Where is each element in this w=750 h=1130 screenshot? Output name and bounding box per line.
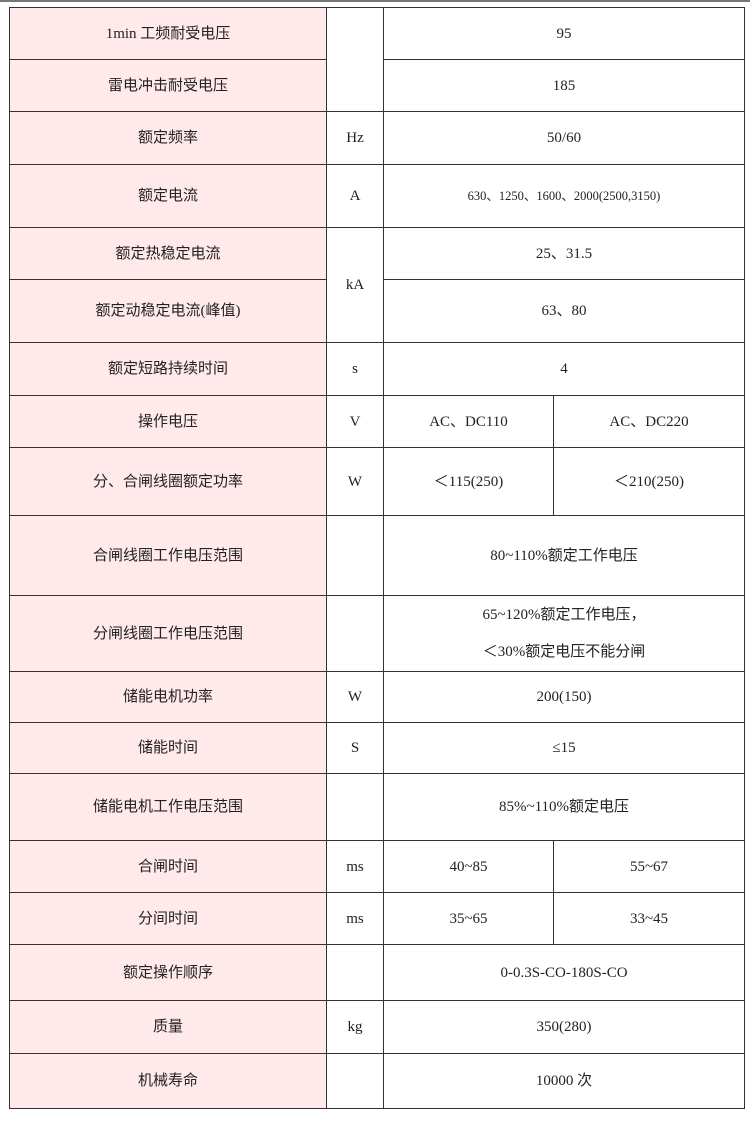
row-label: 额定操作顺序 [9, 944, 327, 1001]
row-label: 额定电流 [9, 164, 327, 228]
table-row: 额定短路持续时间 s 4 [9, 342, 745, 396]
row-label: 额定短路持续时间 [9, 342, 327, 396]
table-row: 额定频率 Hz 50/60 [9, 111, 745, 165]
row-label: 分间时间 [9, 892, 327, 945]
row-value: 0-0.3S-CO-180S-CO [383, 944, 745, 1001]
row-value-b: 33~45 [553, 892, 745, 945]
table-row: 额定动稳定电流(峰值) 63、80 [9, 279, 745, 343]
row-unit [326, 7, 384, 112]
row-label: 机械寿命 [9, 1053, 327, 1109]
row-unit: s [326, 342, 384, 396]
row-value-a: ＜115(250) [383, 447, 554, 516]
row-unit [326, 944, 384, 1001]
table-row: 储能时间 S ≤15 [9, 722, 745, 774]
row-unit [326, 595, 384, 672]
table-row: 额定电流 A 630、1250、1600、2000(2500,3150) [9, 164, 745, 228]
row-label: 额定热稳定电流 [9, 227, 327, 280]
row-unit [326, 515, 384, 596]
row-value: 65~120%额定工作电压， ＜30%额定电压不能分闸 [383, 595, 745, 672]
row-value-b: 55~67 [553, 840, 745, 893]
row-label: 额定动稳定电流(峰值) [9, 279, 327, 343]
row-value: 10000 次 [383, 1053, 745, 1109]
row-label: 储能电机功率 [9, 671, 327, 723]
spec-table: 1min 工频耐受电压 95 雷电冲击耐受电压 185 额定频率 Hz 50/6… [9, 7, 745, 1109]
row-value: 200(150) [383, 671, 745, 723]
table-row: 雷电冲击耐受电压 185 [9, 59, 745, 112]
row-value-line: 65~120%额定工作电压， [482, 606, 646, 623]
row-value: 4 [383, 342, 745, 396]
row-label: 操作电压 [9, 395, 327, 448]
row-label: 额定频率 [9, 111, 327, 165]
table-row: 合闸时间 ms 40~85 55~67 [9, 840, 745, 893]
row-label: 1min 工频耐受电压 [9, 7, 327, 60]
table-row: 额定操作顺序 0-0.3S-CO-180S-CO [9, 944, 745, 1001]
row-value: 85%~110%额定电压 [383, 773, 745, 841]
row-value-a: 40~85 [383, 840, 554, 893]
table-row: 储能电机工作电压范围 85%~110%额定电压 [9, 773, 745, 841]
row-value: 185 [383, 59, 745, 112]
row-label: 合闸时间 [9, 840, 327, 893]
row-value-a: AC、DC110 [383, 395, 554, 448]
table-row: 储能电机功率 W 200(150) [9, 671, 745, 723]
row-value: 80~110%额定工作电压 [383, 515, 745, 596]
row-value: 63、80 [383, 279, 745, 343]
table-row: 质量 kg 350(280) [9, 1000, 745, 1054]
row-unit: kg [326, 1000, 384, 1054]
row-unit: ms [326, 840, 384, 893]
row-value: 25、31.5 [383, 227, 745, 280]
row-value-a: 35~65 [383, 892, 554, 945]
table-row: 合闸线圈工作电压范围 80~110%额定工作电压 [9, 515, 745, 596]
table-row: 分闸线圈工作电压范围 65~120%额定工作电压， ＜30%额定电压不能分闸 [9, 595, 745, 672]
row-unit: W [326, 671, 384, 723]
row-label: 合闸线圈工作电压范围 [9, 515, 327, 596]
row-unit: ms [326, 892, 384, 945]
table-row: 额定热稳定电流 kA 25、31.5 [9, 227, 745, 343]
row-label: 雷电冲击耐受电压 [9, 59, 327, 112]
row-label: 分、合闸线圈额定功率 [9, 447, 327, 516]
row-unit: V [326, 395, 384, 448]
table-row: 分间时间 ms 35~65 33~45 [9, 892, 745, 945]
row-value-line: ＜30%额定电压不能分闸 [482, 643, 646, 660]
row-value-b: ＜210(250) [553, 447, 745, 516]
table-row: 1min 工频耐受电压 95 [9, 7, 745, 112]
row-value-b: AC、DC220 [553, 395, 745, 448]
row-unit: A [326, 164, 384, 228]
row-label: 分闸线圈工作电压范围 [9, 595, 327, 672]
row-unit: S [326, 722, 384, 774]
row-value: 350(280) [383, 1000, 745, 1054]
row-unit: Hz [326, 111, 384, 165]
row-label: 储能电机工作电压范围 [9, 773, 327, 841]
row-value: ≤15 [383, 722, 745, 774]
table-row: 机械寿命 10000 次 [9, 1053, 745, 1109]
top-border [0, 0, 750, 2]
row-unit: W [326, 447, 384, 516]
row-value: 95 [383, 7, 745, 60]
row-value: 50/60 [383, 111, 745, 165]
row-label: 质量 [9, 1000, 327, 1054]
table-row: 分、合闸线圈额定功率 W ＜115(250) ＜210(250) [9, 447, 745, 516]
row-label: 储能时间 [9, 722, 327, 774]
row-unit [326, 1053, 384, 1109]
row-value: 630、1250、1600、2000(2500,3150) [383, 164, 745, 228]
table-row: 操作电压 V AC、DC110 AC、DC220 [9, 395, 745, 448]
row-unit: kA [326, 227, 384, 343]
row-unit [326, 773, 384, 841]
